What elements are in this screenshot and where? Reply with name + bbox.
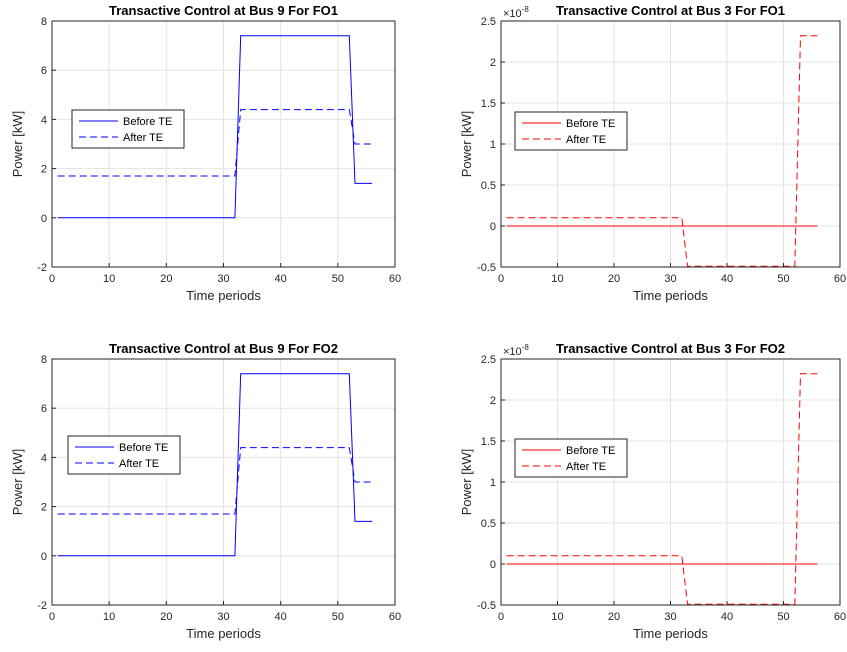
y-axis-label: Power [kW]: [459, 111, 474, 177]
legend-label: After TE: [566, 461, 606, 473]
x-tick-label: 50: [332, 611, 344, 623]
subplot-bus3-fo2: 0 10 20 30 40 50 60-0.500.511.522.5 ×10-8 Tran…: [459, 341, 846, 641]
x-tick-label: 20: [608, 273, 620, 285]
x-tick-label: 30: [664, 273, 676, 285]
exponent-base: ×10: [503, 346, 522, 358]
y-tick-label: 6: [41, 403, 47, 415]
exponent-power: -8: [522, 343, 530, 352]
y-tick-label: 2.5: [481, 16, 496, 28]
legend-label: Before TE: [119, 442, 168, 454]
legend-label: Before TE: [566, 118, 615, 130]
y-axis-label: Power [kW]: [10, 111, 25, 177]
chart-title: Transactive Control at Bus 3 For FO2: [556, 341, 785, 356]
chart-title: Transactive Control at Bus 9 For FO1: [109, 3, 338, 18]
legend-label: Before TE: [123, 116, 172, 128]
legend: Before TE After TE: [515, 439, 627, 477]
x-tick-label: 10: [103, 273, 115, 285]
legend: Before TE After TE: [72, 110, 184, 148]
legend: Before TE After TE: [515, 112, 627, 150]
y-tick-label: 1: [490, 139, 496, 151]
y-tick-label: 0.5: [481, 180, 496, 192]
legend-label: Before TE: [566, 445, 615, 457]
y-axis-label: Power [kW]: [10, 449, 25, 515]
x-tick-label: 20: [160, 611, 172, 623]
y-tick-label: -0.5: [477, 262, 496, 274]
exponent-power: -8: [522, 5, 530, 14]
y-tick-label: 6: [41, 65, 47, 77]
x-axis-label: Time periods: [186, 288, 261, 303]
x-tick-label: 60: [834, 273, 846, 285]
x-tick-label: 40: [721, 273, 733, 285]
x-tick-label: 60: [389, 611, 401, 623]
y-tick-label: 0.5: [481, 518, 496, 530]
x-tick-label: 10: [551, 611, 563, 623]
x-tick-label: 0: [49, 611, 55, 623]
legend-label: After TE: [119, 458, 159, 470]
x-tick-label: 20: [160, 273, 172, 285]
chart-title: Transactive Control at Bus 9 For FO2: [109, 341, 338, 356]
exponent-base: ×10: [503, 8, 522, 20]
y-axis-label: Power [kW]: [459, 449, 474, 515]
y-tick-label: 2: [41, 502, 47, 514]
y-tick-label: 4: [41, 114, 47, 126]
y-tick-label: 2.5: [481, 354, 496, 366]
x-tick-label: 30: [664, 611, 676, 623]
x-tick-label: 0: [49, 273, 55, 285]
y-tick-label: 1.5: [481, 436, 496, 448]
legend-label: After TE: [566, 134, 606, 146]
legend: Before TE After TE: [68, 436, 180, 474]
y-tick-label: 8: [41, 16, 47, 28]
y-tick-label: 8: [41, 354, 47, 366]
y-tick-label: 1: [490, 477, 496, 489]
y-tick-label: 2: [41, 164, 47, 176]
y-tick-label: 2: [490, 395, 496, 407]
x-tick-label: 40: [275, 273, 287, 285]
x-tick-label: 0: [498, 611, 504, 623]
y-tick-label: 0: [41, 213, 47, 225]
y-tick-label: 0: [41, 551, 47, 563]
legend-label: After TE: [123, 132, 163, 144]
x-tick-label: 60: [389, 273, 401, 285]
x-tick-label: 60: [834, 611, 846, 623]
y-tick-label: -2: [37, 600, 47, 612]
x-tick-label: 50: [777, 273, 789, 285]
x-tick-label: 30: [217, 611, 229, 623]
x-tick-label: 40: [721, 611, 733, 623]
chart-title: Transactive Control at Bus 3 For FO1: [556, 3, 785, 18]
x-tick-label: 10: [103, 611, 115, 623]
y-tick-label: 4: [41, 452, 47, 464]
x-axis-label: Time periods: [633, 626, 708, 641]
y-tick-label: -2: [37, 262, 47, 274]
y-tick-label: 0: [490, 559, 496, 571]
x-tick-label: 0: [498, 273, 504, 285]
x-tick-label: 50: [332, 273, 344, 285]
x-tick-label: 40: [275, 611, 287, 623]
y-tick-label: -0.5: [477, 600, 496, 612]
x-axis-label: Time periods: [186, 626, 261, 641]
y-tick-label: 2: [490, 57, 496, 69]
x-tick-label: 20: [608, 611, 620, 623]
subplot-bus3-fo1: 0 10 20 30 40 50 60-0.500.511.522.5 ×10-8 Tran…: [459, 3, 846, 303]
y-tick-label: 0: [490, 221, 496, 233]
x-axis-label: Time periods: [633, 288, 708, 303]
y-tick-label: 1.5: [481, 98, 496, 110]
x-tick-label: 50: [777, 611, 789, 623]
x-tick-label: 10: [551, 273, 563, 285]
x-tick-label: 30: [217, 273, 229, 285]
